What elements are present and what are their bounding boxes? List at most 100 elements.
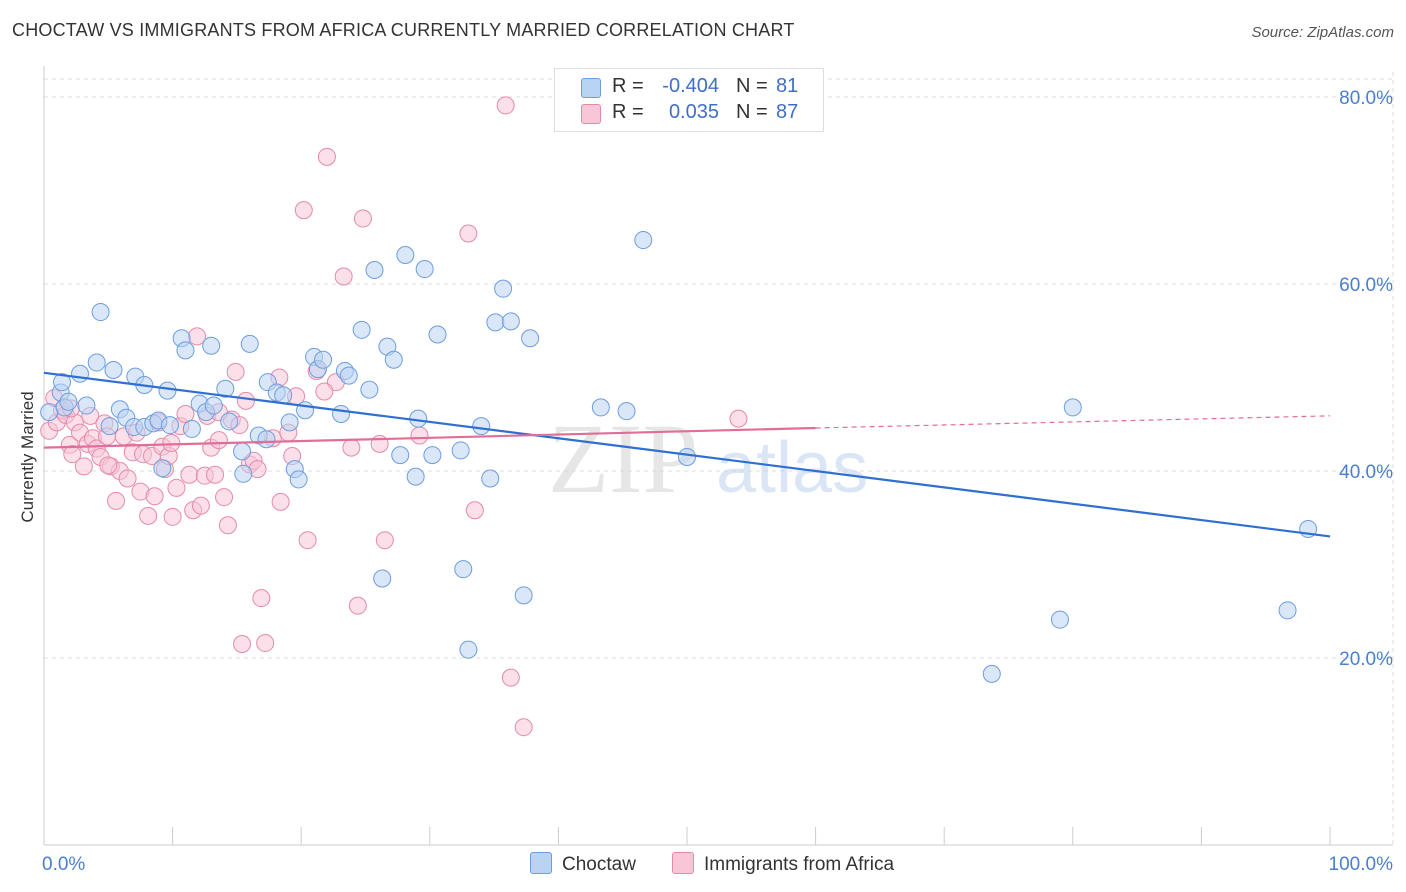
watermark-zip: ZIP bbox=[548, 403, 698, 514]
data-point-choctaw bbox=[339, 366, 358, 385]
correlation-legend: R = -0.404 N = 81 R = 0.035 N = 87 bbox=[554, 68, 824, 132]
legend-n-value: 81 bbox=[776, 75, 799, 97]
legend-item-africa: Immigrants from Africa bbox=[672, 852, 894, 876]
data-point-africa bbox=[233, 634, 252, 653]
data-point-choctaw bbox=[396, 246, 415, 265]
tick-labels: 20.0% 40.0% 60.0% 80.0% 0.0% 100.0% bbox=[42, 88, 1393, 875]
data-point-choctaw bbox=[514, 586, 533, 605]
data-point-choctaw bbox=[591, 398, 610, 417]
data-point-choctaw bbox=[280, 413, 299, 432]
data-point-africa bbox=[342, 438, 361, 457]
data-point-africa bbox=[298, 531, 317, 550]
data-point-choctaw bbox=[634, 231, 653, 250]
data-point-africa bbox=[118, 469, 137, 488]
data-point-africa bbox=[139, 506, 158, 525]
data-point-africa bbox=[206, 465, 225, 484]
data-point-choctaw bbox=[454, 560, 473, 579]
data-point-africa bbox=[191, 496, 210, 515]
data-point-africa bbox=[218, 516, 237, 535]
trend-line-africa bbox=[43, 426, 816, 449]
data-point-choctaw bbox=[153, 459, 172, 478]
legend-r-value: -0.404 bbox=[662, 75, 719, 97]
data-point-choctaw bbox=[617, 402, 636, 421]
series-choctaw bbox=[40, 231, 1318, 683]
legend-n-label: N = bbox=[736, 101, 768, 123]
data-point-choctaw bbox=[481, 469, 500, 488]
legend-swatch-africa bbox=[581, 104, 601, 124]
legend-label-africa: Immigrants from Africa bbox=[704, 854, 895, 875]
data-point-africa bbox=[334, 267, 353, 286]
y-axis-label: Currently Married bbox=[18, 391, 37, 522]
trend-line-africa-extension bbox=[815, 415, 1331, 429]
legend-swatch-choctaw bbox=[581, 78, 601, 98]
data-point-choctaw bbox=[365, 260, 384, 279]
legend-r-label: R = bbox=[612, 75, 644, 97]
data-point-choctaw bbox=[216, 379, 235, 398]
legend-row-africa: R = 0.035 N = 87 bbox=[555, 101, 823, 127]
data-point-choctaw bbox=[332, 404, 351, 423]
data-point-choctaw bbox=[521, 329, 540, 348]
data-point-choctaw bbox=[220, 412, 239, 431]
data-point-choctaw bbox=[678, 447, 696, 466]
legend-r-value: 0.035 bbox=[668, 101, 719, 123]
data-point-choctaw bbox=[77, 396, 96, 415]
y-tick-label: 60.0% bbox=[1339, 275, 1393, 296]
data-point-africa bbox=[271, 492, 290, 511]
data-point-africa bbox=[180, 465, 199, 484]
data-point-africa bbox=[317, 147, 336, 166]
data-point-africa bbox=[99, 456, 118, 475]
data-point-choctaw bbox=[91, 303, 110, 322]
data-point-africa bbox=[465, 501, 484, 520]
legend-n-label: N = bbox=[736, 75, 768, 97]
data-point-choctaw bbox=[459, 640, 478, 659]
data-point-choctaw bbox=[274, 386, 293, 405]
data-point-choctaw bbox=[182, 419, 201, 438]
data-point-africa bbox=[215, 488, 234, 507]
trend-lines bbox=[43, 371, 1331, 538]
data-point-choctaw bbox=[158, 381, 177, 400]
data-point-choctaw bbox=[415, 260, 434, 279]
data-point-choctaw bbox=[234, 464, 253, 483]
data-point-choctaw bbox=[87, 353, 106, 372]
data-point-choctaw bbox=[406, 467, 425, 486]
data-point-africa bbox=[294, 201, 313, 220]
data-point-choctaw bbox=[257, 430, 276, 449]
data-point-africa bbox=[315, 382, 334, 401]
legend-swatch-choctaw bbox=[530, 852, 552, 874]
data-point-choctaw bbox=[1063, 398, 1082, 417]
data-point-africa bbox=[348, 596, 367, 615]
data-point-choctaw bbox=[202, 336, 221, 355]
data-point-africa bbox=[167, 478, 186, 497]
y-tick-label: 40.0% bbox=[1339, 462, 1393, 483]
data-point-africa bbox=[501, 668, 520, 687]
data-point-choctaw bbox=[53, 373, 72, 392]
data-point-choctaw bbox=[59, 392, 78, 411]
trend-line-choctaw bbox=[43, 371, 1331, 538]
data-point-choctaw bbox=[71, 364, 90, 383]
data-point-choctaw bbox=[391, 446, 410, 465]
data-point-choctaw bbox=[501, 312, 520, 331]
data-point-choctaw bbox=[472, 417, 491, 436]
legend-swatch-africa bbox=[672, 852, 694, 874]
data-point-africa bbox=[496, 96, 515, 115]
data-point-africa bbox=[459, 224, 478, 243]
legend-row-choctaw: R = -0.404 N = 81 bbox=[555, 75, 823, 101]
data-point-choctaw bbox=[314, 350, 333, 369]
chart-title: CHOCTAW VS IMMIGRANTS FROM AFRICA CURREN… bbox=[12, 20, 795, 40]
data-point-choctaw bbox=[373, 569, 392, 588]
data-point-choctaw bbox=[360, 380, 379, 399]
data-point-africa bbox=[410, 426, 429, 445]
data-point-choctaw bbox=[176, 341, 195, 360]
data-point-africa bbox=[163, 507, 182, 526]
data-point-africa bbox=[353, 209, 372, 228]
data-point-choctaw bbox=[1278, 601, 1297, 620]
source-label: Source: ZipAtlas.com bbox=[1251, 24, 1394, 41]
data-point-africa bbox=[74, 457, 93, 476]
data-point-africa bbox=[107, 491, 126, 510]
x-tick-label: 0.0% bbox=[42, 854, 85, 875]
data-point-choctaw bbox=[1050, 610, 1069, 629]
legend-n-value: 87 bbox=[776, 101, 799, 123]
data-point-choctaw bbox=[40, 403, 59, 422]
y-tick-label: 80.0% bbox=[1339, 88, 1393, 109]
